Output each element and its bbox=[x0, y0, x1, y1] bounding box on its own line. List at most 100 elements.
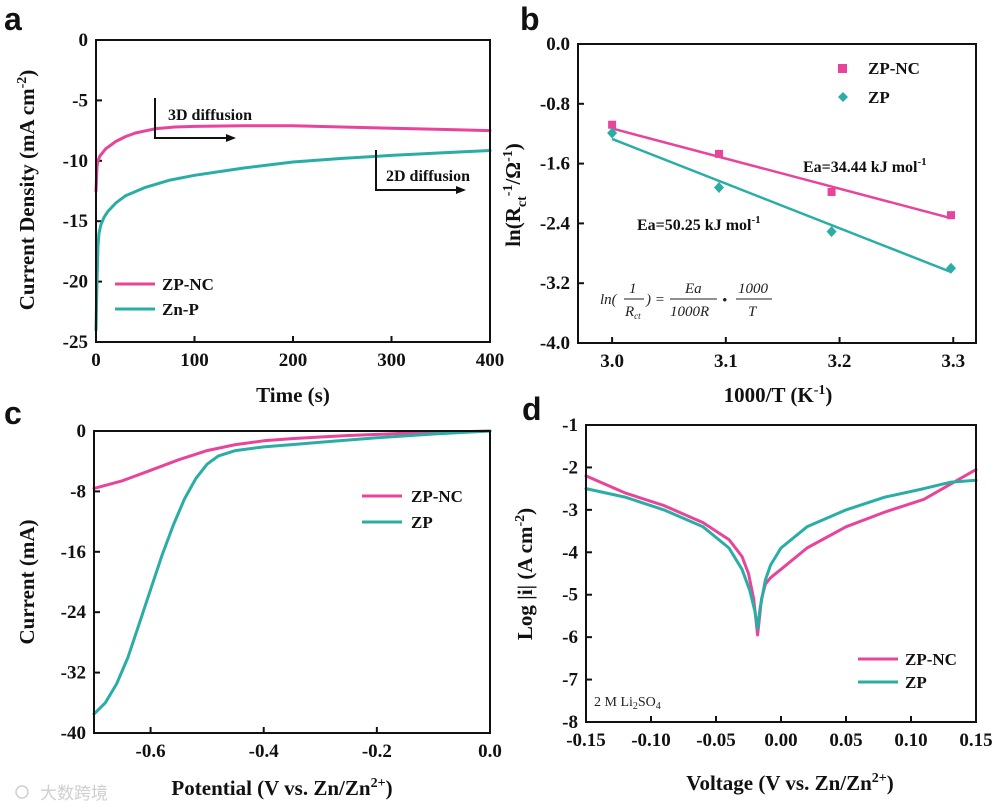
watermark-logo-icon bbox=[15, 785, 29, 799]
panel-b-ytick-label-4: -3.2 bbox=[540, 273, 570, 294]
panel-a-legend-znp: Zn-P bbox=[162, 300, 199, 319]
panel-d-ytick-label-3: -4 bbox=[562, 542, 578, 563]
panel-b-point-zpnc-3 bbox=[946, 211, 955, 220]
panel-c-series-zpnc bbox=[92, 429, 492, 490]
panel-a-ytick-label-2: -10 bbox=[63, 151, 88, 172]
panel-d-series-zp bbox=[584, 478, 978, 631]
panel-a-xtick-label-2: 200 bbox=[279, 350, 308, 371]
panel-c-series-zp bbox=[92, 429, 492, 716]
panel-c-ylabel: Current (mA) bbox=[15, 519, 39, 644]
panel-b-point-zp-2 bbox=[826, 226, 837, 238]
panel-b-legend-swatch-zp bbox=[838, 92, 848, 102]
panel-d-xtick-label-4: 0.05 bbox=[829, 730, 862, 751]
panel-d-xlabel: Voltage (V vs. Zn/Zn2+) bbox=[686, 771, 894, 795]
panel-b-fit-line-zpnc bbox=[611, 127, 952, 220]
panel-d-ytick-label-6: -7 bbox=[562, 670, 578, 691]
panel-c: c -0.6 -0.4 -0.2 0.0 0 -8 -16 -24 -32 -40 Current… bbox=[4, 395, 502, 800]
panel-b-ytick-label-2: -1.6 bbox=[540, 154, 570, 175]
panel-a-legend-zpnc: ZP-NC bbox=[162, 275, 214, 294]
panel-c-xtick-label-0: -0.6 bbox=[136, 741, 166, 762]
panel-c-xtick-label-3: 0.0 bbox=[478, 741, 502, 762]
formula-t: T bbox=[748, 304, 758, 320]
panel-b-ylabel: ln(Rct-1/Ω-1) bbox=[501, 143, 530, 247]
panel-b-point-zp-0 bbox=[607, 127, 618, 139]
panel-b-ytick-label-3: -2.4 bbox=[540, 213, 571, 234]
panel-b-legend-zpnc: ZP-NC bbox=[868, 59, 920, 78]
panel-d-ytick-label-0: -1 bbox=[562, 415, 578, 436]
panel-d-ytick-label-1: -2 bbox=[562, 457, 578, 478]
panel-b-legend-swatch-zpnc bbox=[838, 64, 847, 73]
panel-d-xtick-label-2: -0.05 bbox=[696, 730, 736, 751]
panel-b-label: b bbox=[520, 1, 540, 37]
panel-b-point-zpnc-2 bbox=[827, 188, 836, 197]
panel-a-ytick-label-1: -5 bbox=[72, 90, 88, 111]
panel-b: b 3.0 3.1 3.2 3.3 0.0 -0.8 -1.6 -2.4 -3.2 -4.0 ln… bbox=[501, 1, 977, 407]
panel-c-frame bbox=[93, 430, 491, 734]
panel-b-point-zpnc-0 bbox=[608, 120, 617, 129]
panel-a-ytick-label-4: -20 bbox=[63, 272, 88, 293]
panel-d-electrolyte-note: 2 M Li2SO4 bbox=[594, 695, 661, 712]
panel-b-ytick-label-1: -0.8 bbox=[540, 94, 570, 115]
panel-a-annotation-3d: 3D diffusion bbox=[168, 107, 252, 124]
panel-a-annotation-2d: 2D diffusion bbox=[386, 168, 470, 185]
panel-a-plot-area: 0 100 200 300 400 0 -5 -10 -15 -20 -25 bbox=[63, 30, 505, 371]
panel-b-ytick-label-0: 0.0 bbox=[546, 34, 570, 55]
formula-1000r: 1000R bbox=[670, 304, 709, 320]
panel-b-xtick-label-2: 3.2 bbox=[828, 351, 852, 372]
panel-d-frame bbox=[585, 424, 977, 723]
formula-ea: Ea bbox=[684, 281, 702, 297]
panel-b-point-zpnc-1 bbox=[715, 149, 724, 158]
watermark-text: 大数跨境 bbox=[40, 784, 108, 804]
formula-eq: ) = bbox=[645, 292, 665, 308]
panel-a-3d-arrowhead bbox=[226, 134, 236, 142]
panel-b-fit-line-zp bbox=[611, 137, 952, 274]
panel-c-legend-zpnc: ZP-NC bbox=[411, 487, 463, 506]
panel-d-ytick-label-2: -3 bbox=[562, 500, 578, 521]
panel-d-plot-area: -0.15 -0.10 -0.05 0.00 0.05 0.10 0.15 -1 -2 -3 -4 -… bbox=[562, 415, 992, 751]
formula-dot: • bbox=[722, 293, 727, 309]
panel-c-legend-zp: ZP bbox=[411, 513, 433, 532]
panel-c-ytick-label-5: -40 bbox=[61, 723, 86, 744]
panel-a-3d-arrow bbox=[154, 98, 234, 139]
formula-ln: ln( bbox=[600, 292, 618, 308]
panel-b-annotation-ea1: Ea=34.44 kJ mol-1 bbox=[803, 156, 927, 176]
panel-a-xtick-label-4: 400 bbox=[476, 350, 505, 371]
panel-b-plot-area: 3.0 3.1 3.2 3.3 0.0 -0.8 -1.6 -2.4 -3.2 -4.0 bbox=[540, 34, 965, 372]
panel-c-ytick-label-0: 0 bbox=[77, 421, 87, 442]
panel-b-ytick-label-5: -4.0 bbox=[540, 333, 570, 354]
panel-c-label: c bbox=[4, 395, 22, 431]
panel-b-annotation-ea2: Ea=50.25 kJ mol-1 bbox=[637, 214, 761, 234]
formula-one: 1 bbox=[629, 281, 637, 297]
panel-d-xtick-label-3: 0.00 bbox=[764, 730, 797, 751]
panel-d-xtick-label-5: 0.10 bbox=[894, 730, 927, 751]
panel-a: a 0 100 200 300 400 0 -5 -10 -15 -20 -25 Current D… bbox=[4, 1, 504, 407]
panel-b-frame bbox=[577, 43, 977, 344]
panel-b-point-zp-1 bbox=[714, 182, 725, 194]
formula-rct: Rct bbox=[624, 304, 641, 321]
panel-b-legend-zp: ZP bbox=[868, 88, 890, 107]
panel-d-xtick-label-0: -0.15 bbox=[566, 730, 606, 751]
panel-d-series-zpnc bbox=[584, 468, 978, 637]
panel-b-xtick-label-0: 3.0 bbox=[600, 351, 624, 372]
panel-d-ylabel: Log |i| (A cm-2) bbox=[513, 508, 537, 640]
panel-a-2d-arrowhead bbox=[456, 186, 466, 194]
panel-c-ytick-label-1: -8 bbox=[70, 481, 86, 502]
panel-c-xlabel: Potential (V vs. Zn/Zn2+) bbox=[171, 776, 392, 800]
panel-a-xtick-label-3: 300 bbox=[377, 350, 406, 371]
panel-a-ytick-label-5: -25 bbox=[63, 332, 88, 353]
panel-c-ytick-label-2: -16 bbox=[61, 542, 86, 563]
watermark: 大数跨境 bbox=[15, 784, 108, 804]
formula-1000: 1000 bbox=[738, 281, 769, 297]
panel-a-ytick-label-3: -15 bbox=[63, 211, 88, 232]
panel-a-label: a bbox=[4, 1, 22, 37]
panel-a-ylabel: Current Density (mA cm-2) bbox=[15, 70, 39, 311]
panel-d-ytick-label-7: -8 bbox=[562, 712, 578, 733]
panel-c-plot-area: -0.6 -0.4 -0.2 0.0 0 -8 -16 -24 -32 -40 bbox=[61, 421, 502, 762]
panel-d-label: d bbox=[522, 391, 542, 427]
panel-a-series-zpnc bbox=[94, 124, 492, 193]
panel-c-xtick-label-1: -0.4 bbox=[249, 741, 280, 762]
panel-d: d -0.15 -0.10 -0.05 0.00 0.05 0.10 0.15-1-2-3-… bbox=[513, 391, 993, 795]
panel-c-xtick-label-2: -0.2 bbox=[362, 741, 392, 762]
panel-d-ytick-label-5: -6 bbox=[562, 627, 578, 648]
